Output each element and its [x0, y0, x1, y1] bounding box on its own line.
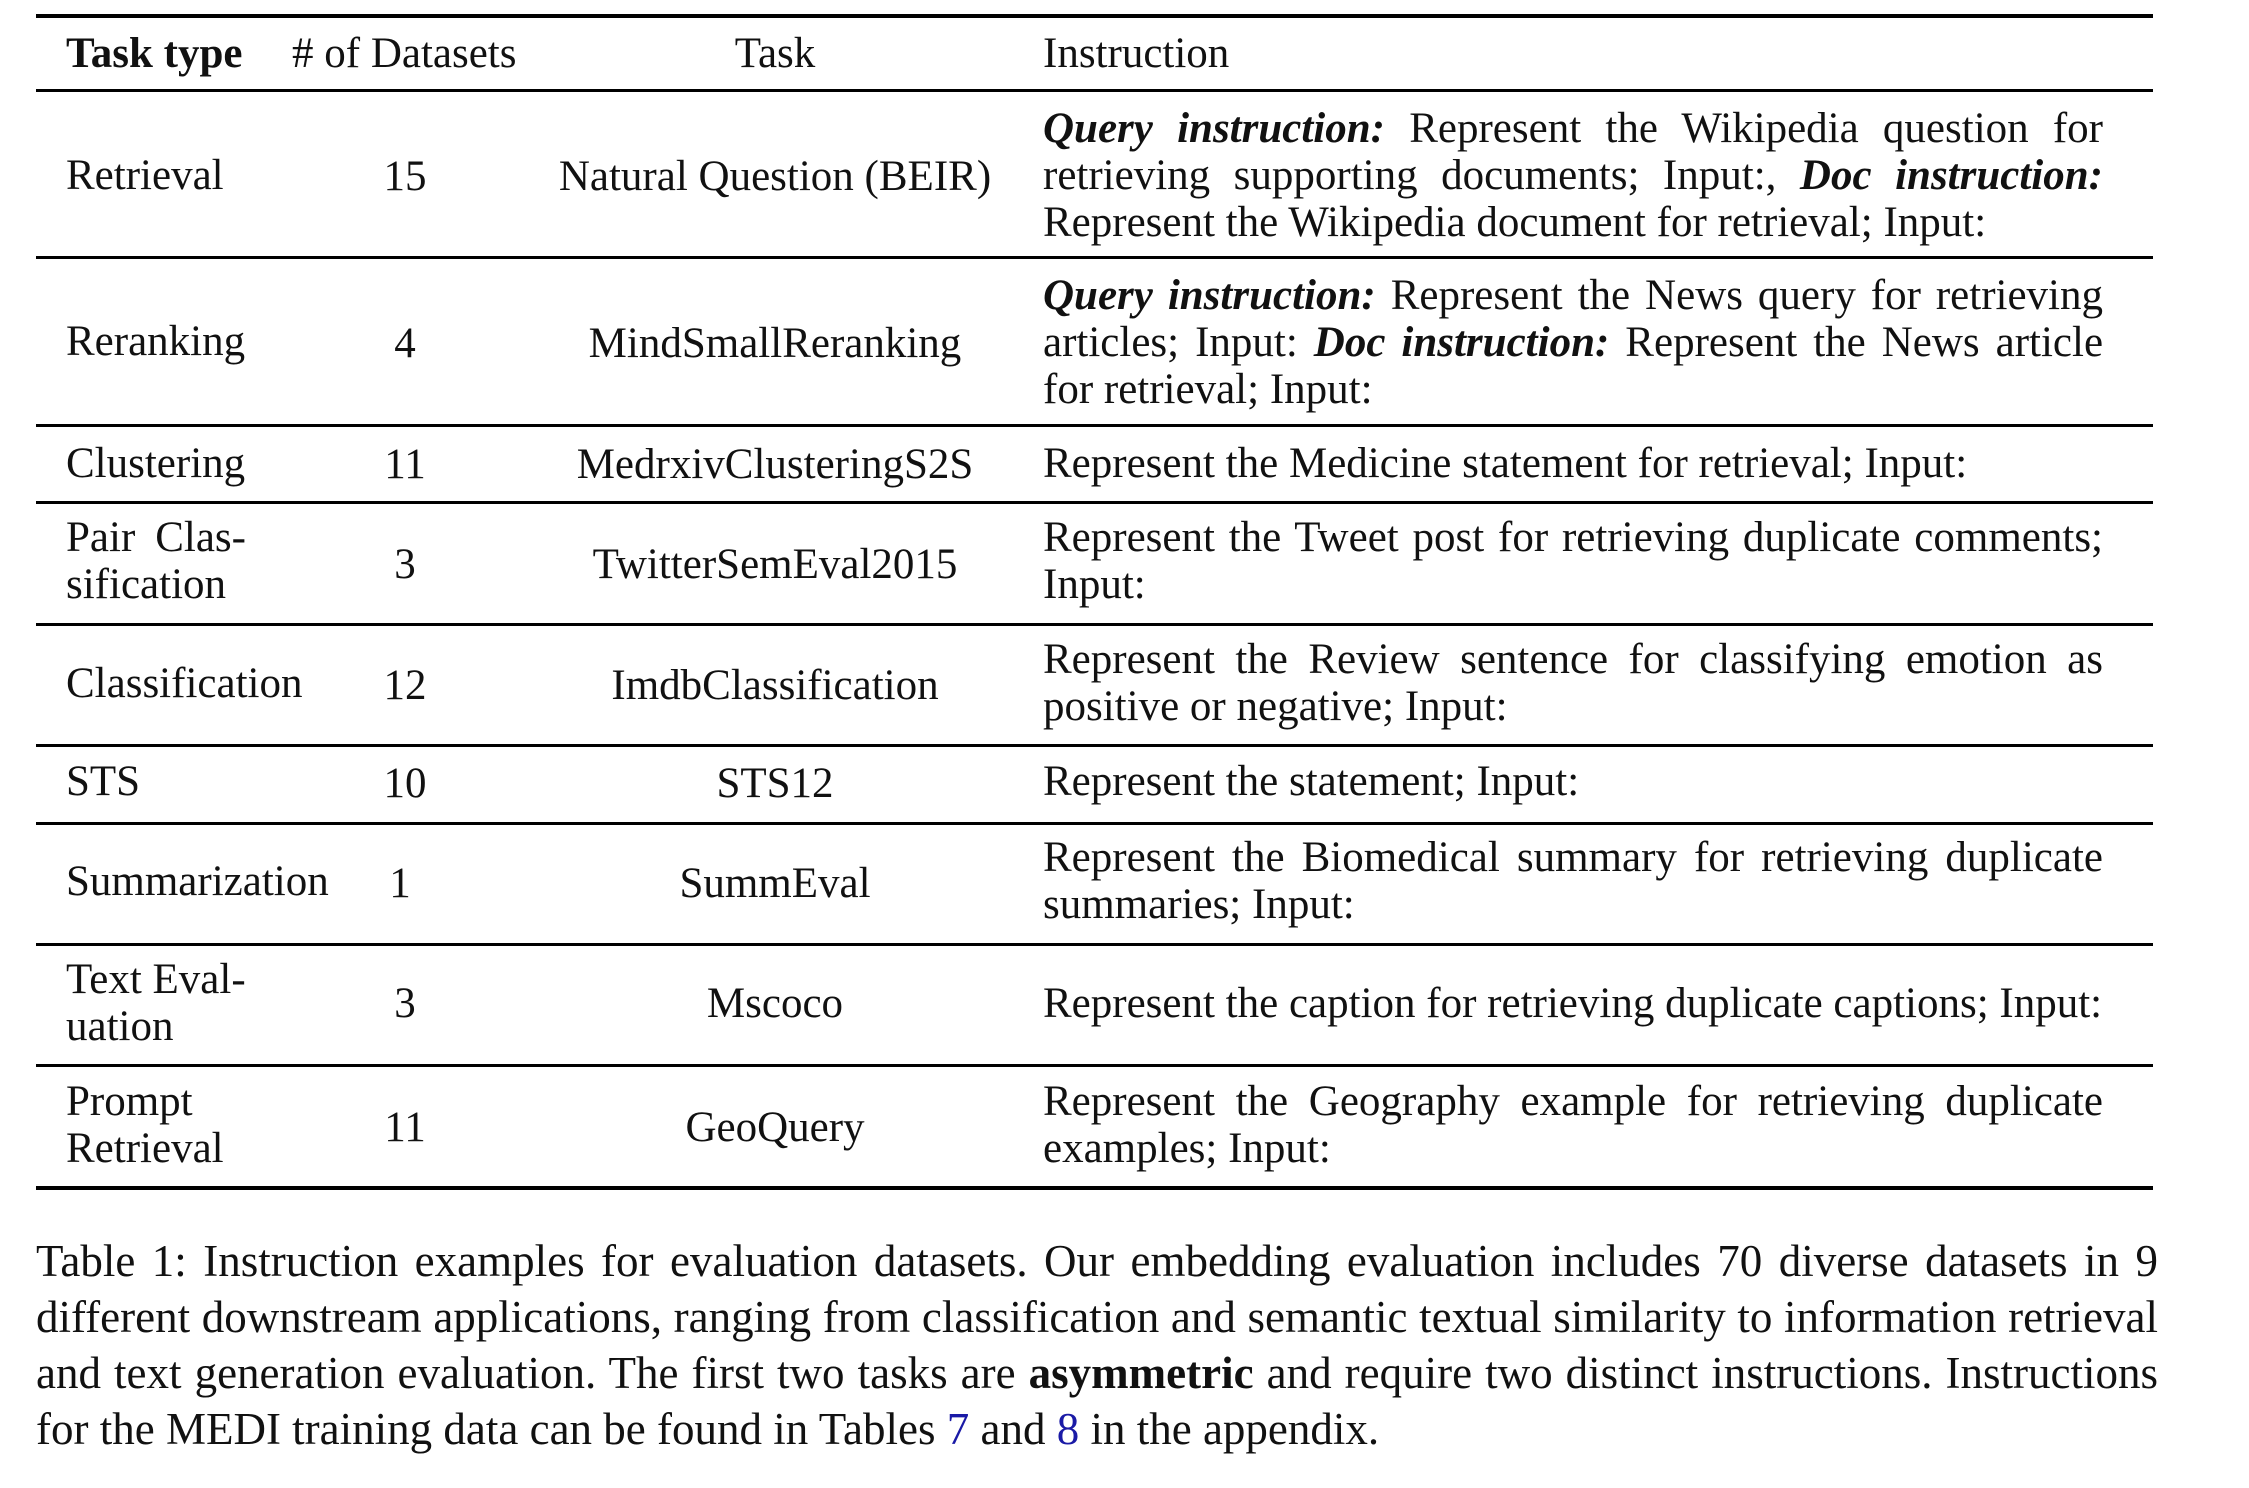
- caption-text: in the appendix.: [1090, 1404, 1380, 1454]
- instruction-cell: Represent the Biomedical summary for ret…: [1043, 834, 2103, 928]
- row-rule: [36, 424, 2153, 427]
- row-rule: [36, 1064, 2153, 1067]
- dataset-count-cell: 10: [383, 760, 427, 807]
- table-8-link[interactable]: 8: [1056, 1404, 1080, 1454]
- dataset-count-cell: 12: [383, 662, 427, 709]
- task-name-cell: MindSmallReranking: [588, 320, 962, 367]
- task-type-cell: STS: [66, 758, 141, 805]
- task-type-cell: Text Eval­uation: [66, 956, 246, 1050]
- header-num-datasets: # of Datasets: [292, 30, 517, 77]
- task-type-cell: Clustering: [66, 440, 246, 487]
- row-rule: [36, 623, 2153, 626]
- instruction-cell: Query instruction: Represent the Wikiped…: [1043, 105, 2103, 246]
- dataset-count-cell: 11: [384, 1104, 426, 1151]
- instruction-cell: Represent the Review sentence for classi…: [1043, 636, 2103, 730]
- caption-text: and require two distinct instructions. I…: [36, 1348, 2159, 1454]
- task-type-cell: Summarization: [66, 858, 329, 905]
- dataset-count-cell: 3: [394, 541, 416, 588]
- instruction-cell: Represent the Medicine statement for ret…: [1043, 440, 1968, 487]
- task-name-cell: ImdbClassification: [611, 662, 939, 709]
- top-rule: [36, 14, 2153, 18]
- task-name-cell: Natural Question (BEIR): [558, 153, 992, 200]
- task-type-cell: Retrieval: [66, 152, 224, 199]
- query-instruction-label: Query instruction:: [1043, 105, 1385, 152]
- row-rule: [36, 501, 2153, 504]
- query-instruction-text: Represent the News query for retrieving …: [1043, 272, 2104, 366]
- doc-instruction-text: Represent the News article for retrieval…: [1043, 319, 2104, 413]
- instruction-cell: Represent the Tweet post for retrieving …: [1043, 514, 2103, 608]
- task-name-cell: GeoQuery: [685, 1104, 865, 1151]
- dataset-count-cell: 4: [394, 320, 416, 367]
- task-type-cell: Reranking: [66, 318, 246, 365]
- task-name-cell: Mscoco: [706, 980, 844, 1027]
- row-rule: [36, 822, 2153, 825]
- doc-instruction-label: Doc instruction:: [1799, 152, 2103, 199]
- table-caption: Table 1: Instruction examples for evalua…: [36, 1233, 2158, 1457]
- dataset-count-cell: 15: [383, 153, 427, 200]
- table-7-link[interactable]: 7: [946, 1404, 970, 1454]
- bottom-rule: [36, 1186, 2153, 1190]
- header-rule: [36, 89, 2153, 92]
- doc-instruction-label: Doc instruction:: [1313, 319, 1610, 366]
- dataset-count-cell: 11: [384, 441, 426, 488]
- dataset-count-cell: 3: [394, 980, 416, 1027]
- task-type-cell: Pair Clas­sification: [66, 514, 246, 608]
- header-instruction: Instruction: [1043, 30, 1230, 77]
- instruction-cell: Represent the caption for retrieving dup…: [1043, 980, 2103, 1027]
- caption-text: and: [980, 1404, 1046, 1454]
- row-rule: [36, 943, 2153, 946]
- instruction-cell: Represent the statement; Input:: [1043, 758, 1580, 805]
- row-rule: [36, 256, 2153, 259]
- task-type-cell: Classification: [66, 660, 303, 707]
- caption-text: Table 1: Instruction examples for evalua…: [36, 1236, 2158, 1398]
- task-type-cell: Prompt Retrieval: [66, 1078, 224, 1172]
- caption-emphasis: asymmetric: [1028, 1348, 1254, 1398]
- header-task: Task: [734, 30, 816, 77]
- query-instruction-label: Query instruction:: [1043, 272, 1376, 319]
- instruction-cell: Represent the Geography example for retr…: [1043, 1078, 2103, 1172]
- row-rule: [36, 744, 2153, 747]
- task-name-cell: TwitterSemEval2015: [592, 541, 958, 588]
- query-instruction-text: Represent the Wikipedia question for ret…: [1043, 105, 2104, 199]
- doc-instruction-text: Represent the Wikipedia document for ret…: [1043, 199, 1987, 246]
- dataset-count-cell: 1: [389, 860, 411, 907]
- instruction-cell: Query instruction: Represent the News qu…: [1043, 272, 2103, 413]
- task-name-cell: MedrxivClusteringS2S: [576, 441, 974, 488]
- task-name-cell: STS12: [716, 760, 834, 807]
- task-name-cell: SummEval: [679, 860, 871, 907]
- header-task-type: Task type: [66, 30, 243, 77]
